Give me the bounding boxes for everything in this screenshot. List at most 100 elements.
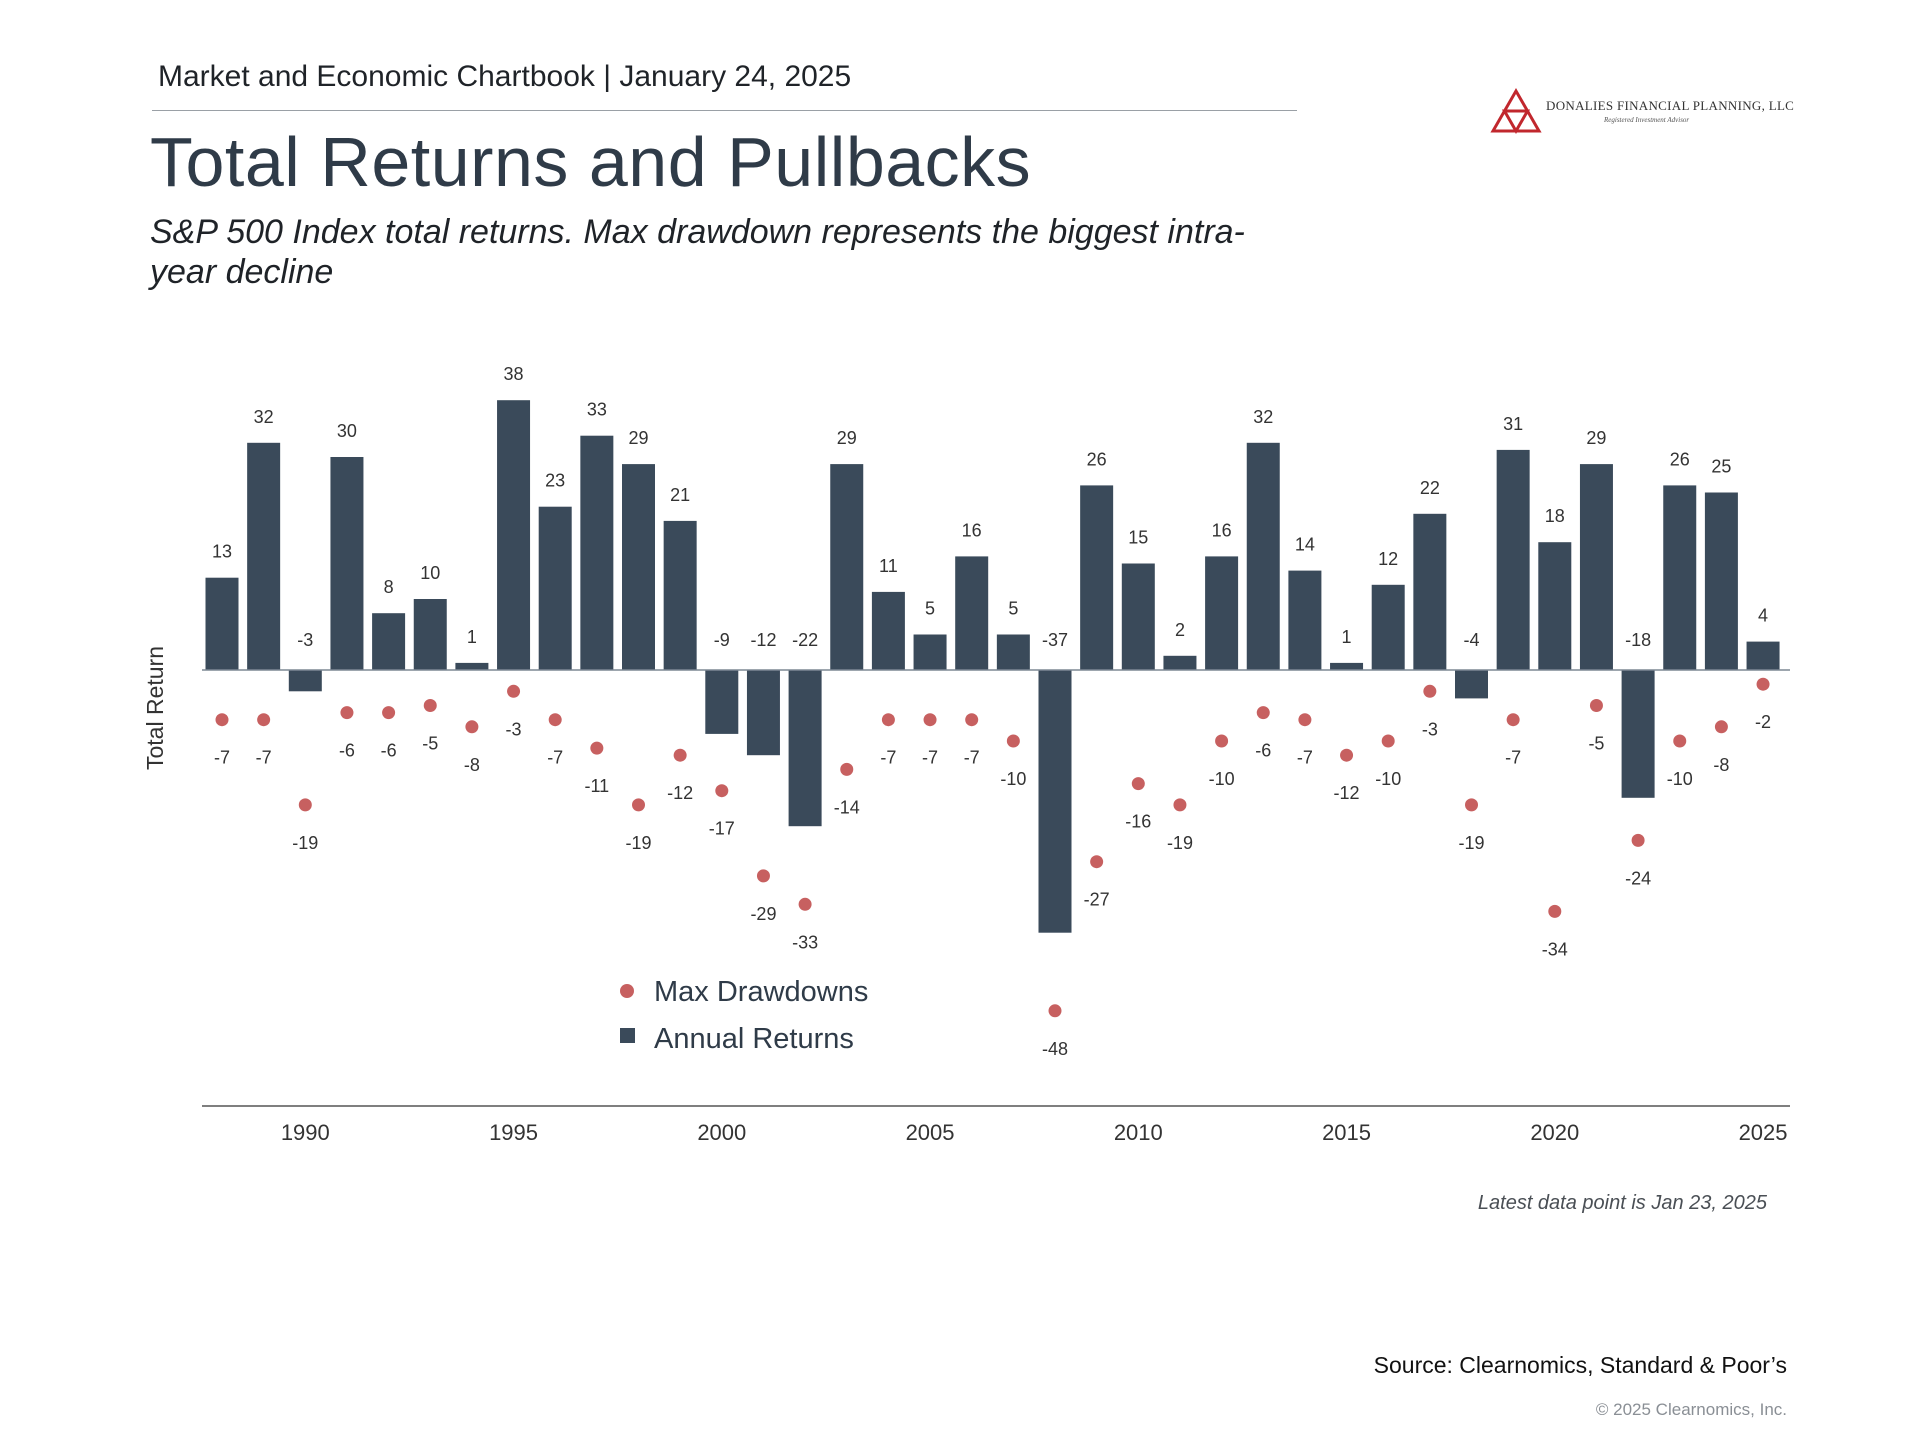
drawdown-dot: [507, 684, 521, 698]
annual-return-bar: [1371, 584, 1405, 670]
drawdown-value-label: -10: [1375, 769, 1401, 789]
annual-return-bar: [1579, 464, 1613, 670]
drawdown-value-label: -7: [964, 748, 980, 768]
annual-return-bar: [538, 506, 572, 670]
drawdown-value-label: -29: [750, 904, 776, 924]
annual-return-bar: [372, 613, 406, 670]
drawdown-dot: [1131, 777, 1145, 791]
annual-return-bar: [1080, 485, 1114, 670]
drawdown-value-label: -7: [880, 748, 896, 768]
drawdown-dot: [840, 762, 854, 776]
company-logo: DONALIES FINANCIAL PLANNING, LLC Registe…: [1490, 88, 1794, 138]
drawdown-value-label: -16: [1125, 812, 1151, 832]
drawdown-value-label: -7: [547, 748, 563, 768]
drawdown-dot: [298, 798, 312, 812]
drawdown-dot: [798, 897, 812, 911]
x-tick-label: 2005: [906, 1120, 955, 1145]
drawdown-dot: [590, 741, 604, 755]
annual-return-bar: [1413, 513, 1447, 670]
annual-return-bar: [663, 520, 697, 670]
drawdown-dot: [423, 699, 437, 712]
bar-value-label: -3: [297, 630, 313, 650]
drawdown-value-label: -6: [381, 741, 397, 761]
drawdown-value-label: -7: [922, 748, 938, 768]
annual-return-bar: [788, 670, 822, 827]
x-tick-label: 2015: [1322, 1120, 1371, 1145]
bar-value-label: 8: [384, 577, 394, 597]
bar-value-label: 25: [1711, 457, 1731, 477]
drawdown-dot: [1714, 720, 1728, 734]
drawdown-dot: [965, 713, 979, 727]
bar-value-label: 13: [212, 542, 232, 562]
x-tick-label: 2010: [1114, 1120, 1163, 1145]
bar-value-label: 32: [254, 407, 274, 427]
drawdown-value-label: -5: [422, 734, 438, 754]
bar-value-label: 29: [628, 428, 648, 448]
bar-value-label: -12: [750, 630, 776, 650]
annual-return-bar: [1704, 492, 1738, 670]
drawdown-value-label: -10: [1667, 769, 1693, 789]
bar-value-label: 4: [1758, 606, 1768, 626]
annual-return-bar: [1205, 556, 1239, 670]
latest-data-note: Latest data point is Jan 23, 2025: [1477, 1192, 1767, 1214]
x-tick-label: 1995: [489, 1120, 538, 1145]
bar-value-label: 21: [670, 485, 690, 505]
drawdown-value-label: -7: [1297, 748, 1313, 768]
annual-return-bar: [1538, 542, 1572, 670]
drawdown-dot: [1756, 677, 1770, 691]
annual-return-bar: [1246, 442, 1280, 670]
drawdown-dot: [1465, 798, 1478, 812]
drawdown-value-label: -27: [1084, 890, 1110, 910]
drawdown-value-label: -7: [1505, 748, 1521, 768]
drawdown-value-label: -33: [792, 932, 818, 952]
drawdown-value-label: -2: [1755, 712, 1771, 732]
annual-return-bar: [1330, 662, 1364, 670]
bar-value-label: 32: [1253, 407, 1273, 427]
annual-return-bar: [1663, 485, 1697, 670]
x-tick-label: 2020: [1530, 1120, 1579, 1145]
annual-return-bar: [746, 670, 780, 756]
bar-value-label: 16: [1212, 520, 1232, 540]
bar-value-label: 29: [1586, 428, 1606, 448]
drawdown-value-label: -19: [1458, 833, 1484, 853]
drawdown-value-label: -5: [1588, 734, 1604, 754]
drawdown-value-label: -11: [585, 776, 610, 796]
legend-drawdown-marker: [620, 984, 634, 998]
drawdown-dot: [1215, 734, 1229, 748]
annual-return-bar: [1163, 655, 1197, 670]
bar-value-label: 30: [337, 421, 357, 441]
annual-return-bar: [1496, 449, 1530, 670]
bar-value-label: 12: [1378, 549, 1398, 569]
drawdown-dot: [1298, 713, 1312, 727]
bar-value-label: 26: [1670, 449, 1690, 469]
x-tick-label: 2000: [697, 1120, 746, 1145]
legend-return-label: Annual Returns: [654, 1023, 854, 1055]
drawdown-dot: [548, 713, 562, 727]
drawdown-dot: [215, 713, 229, 727]
drawdown-dot: [1256, 706, 1270, 720]
annual-return-bar: [205, 577, 239, 670]
drawdown-value-label: -3: [1422, 719, 1438, 739]
drawdown-dot: [1506, 713, 1520, 727]
logo-name: DONALIES FINANCIAL PLANNING, LLC: [1546, 98, 1795, 113]
annual-return-bar: [455, 662, 489, 670]
drawdown-value-label: -19: [625, 833, 651, 853]
drawdown-value-label: -10: [1000, 769, 1026, 789]
annual-return-bar: [830, 464, 864, 670]
drawdown-value-label: -8: [464, 755, 480, 775]
drawdown-dot: [382, 706, 396, 720]
x-tick-label: 2025: [1739, 1120, 1788, 1145]
drawdown-value-label: -12: [1334, 783, 1360, 803]
annual-return-bar: [580, 435, 614, 670]
drawdown-value-label: -7: [256, 748, 272, 768]
annual-return-bar: [1121, 563, 1155, 670]
drawdown-dot: [257, 713, 271, 727]
drawdown-dot: [715, 784, 729, 798]
bar-value-label: 29: [837, 428, 857, 448]
drawdown-value-label: -6: [1255, 741, 1271, 761]
bar-value-label: 11: [879, 556, 898, 576]
drawdown-dot: [923, 713, 937, 727]
annual-return-bar: [622, 464, 655, 670]
drawdown-value-label: -3: [506, 719, 522, 739]
bar-value-label: -4: [1463, 630, 1479, 650]
